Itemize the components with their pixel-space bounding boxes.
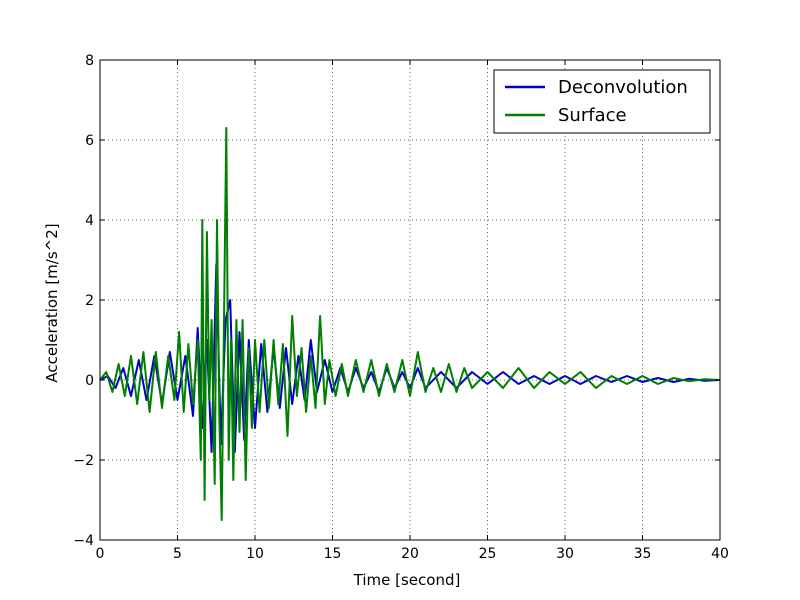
y-tick-label: −2 (73, 453, 94, 469)
y-axis-label: Acceleration [m/s^2] (43, 223, 61, 382)
y-tick-label: 6 (85, 133, 94, 149)
x-tick-labels: 0 5 10 15 20 25 30 35 40 (96, 546, 729, 562)
legend: Deconvolution Surface (493, 69, 711, 134)
x-tick-label: 20 (401, 546, 419, 562)
x-axis-label: Time [second] (353, 571, 461, 589)
y-tick-label: 0 (85, 373, 94, 389)
series-line-surface (100, 127, 720, 521)
axis-ticks (99, 59, 721, 541)
y-tick-labels: −4 −2 0 2 4 6 8 (73, 53, 94, 549)
y-tick-label: 8 (85, 53, 94, 69)
y-tick-label: 2 (85, 293, 94, 309)
x-tick-label: 25 (479, 546, 497, 562)
x-tick-label: 10 (246, 546, 264, 562)
x-tick-label: 35 (634, 546, 652, 562)
y-tick-label: 4 (85, 213, 94, 229)
series-line-deconvolution (100, 263, 720, 453)
x-tick-label: 5 (173, 546, 182, 562)
x-tick-label: 40 (711, 546, 729, 562)
y-tick-label: −4 (73, 533, 94, 549)
x-tick-label: 30 (556, 546, 574, 562)
legend-label-surface: Surface (558, 105, 627, 126)
legend-label-deconvolution: Deconvolution (558, 77, 688, 98)
legend-box (493, 69, 711, 134)
series-lines (100, 127, 720, 521)
grid (100, 60, 720, 540)
x-tick-label: 0 (96, 546, 105, 562)
x-tick-label: 15 (324, 546, 342, 562)
